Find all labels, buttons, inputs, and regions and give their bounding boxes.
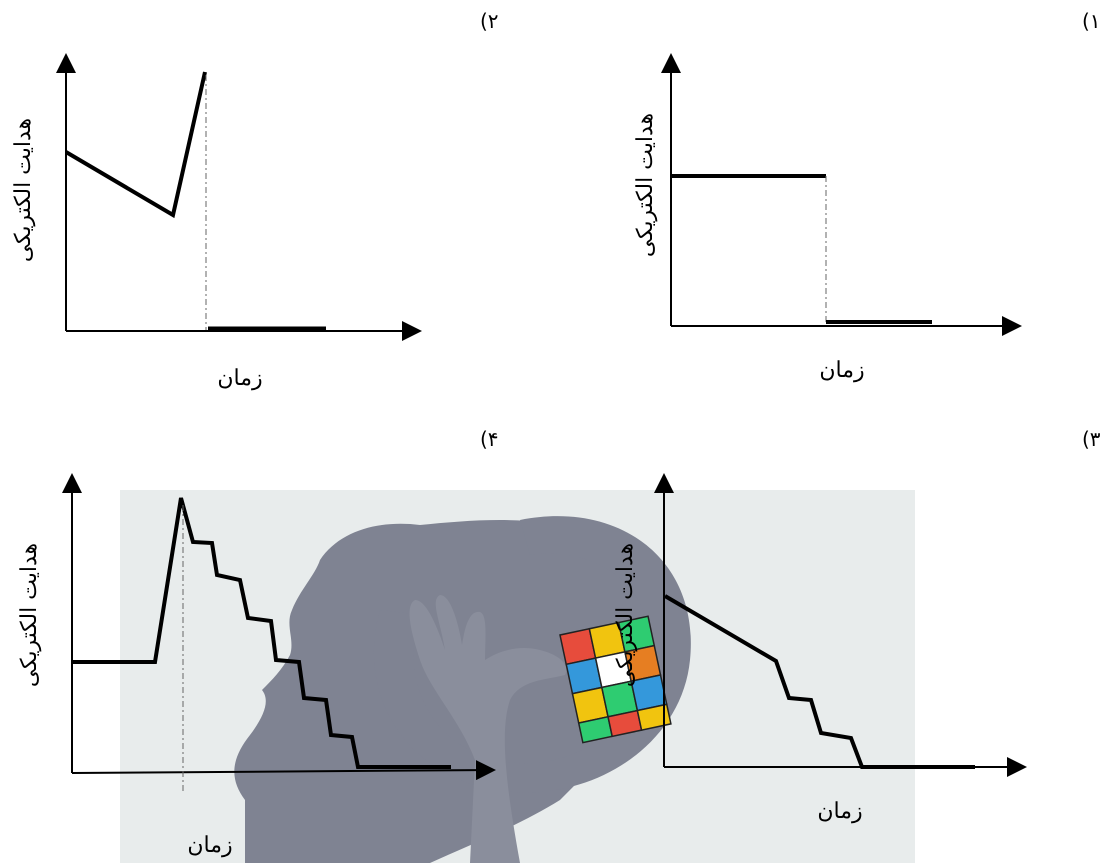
panel-3: (۳ هدایت الکتریکی زمان bbox=[613, 427, 1101, 824]
panel-2-number: (۲ bbox=[480, 9, 499, 33]
panel-3-curve bbox=[663, 594, 975, 769]
panel-4-curve bbox=[72, 497, 451, 769]
panel-2: (۲ هدایت الکتریکی زمان bbox=[11, 9, 499, 391]
panel-3-xlabel: زمان bbox=[817, 799, 862, 824]
panel-2-ylabel: هدایت الکتریکی bbox=[11, 118, 36, 262]
panel-2-xlabel: زمان bbox=[217, 366, 262, 391]
panel-1: (۱ هدایت الکتریکی زمان bbox=[633, 9, 1101, 383]
panel-3-number: (۳ bbox=[1082, 427, 1101, 451]
watermark bbox=[120, 490, 915, 863]
panel-4-xlabel: زمان bbox=[187, 833, 232, 858]
panel-1-number: (۱ bbox=[1082, 9, 1101, 33]
panel-1-ylabel: هدایت الکتریکی bbox=[633, 113, 658, 257]
rubik-cube bbox=[559, 615, 672, 744]
panel-4: (۴ هدایت الکتریکی زمان bbox=[17, 427, 499, 858]
panel-2-curve bbox=[64, 71, 207, 219]
panel-4-x-axis bbox=[71, 760, 496, 781]
panel-3-ylabel: هدایت الکتریکی bbox=[613, 543, 638, 687]
hand-shape bbox=[409, 595, 567, 863]
panel-1-xlabel: زمان bbox=[819, 358, 864, 383]
panel-4-number: (۴ bbox=[480, 427, 499, 451]
panel-4-ylabel: هدایت الکتریکی bbox=[17, 543, 42, 687]
